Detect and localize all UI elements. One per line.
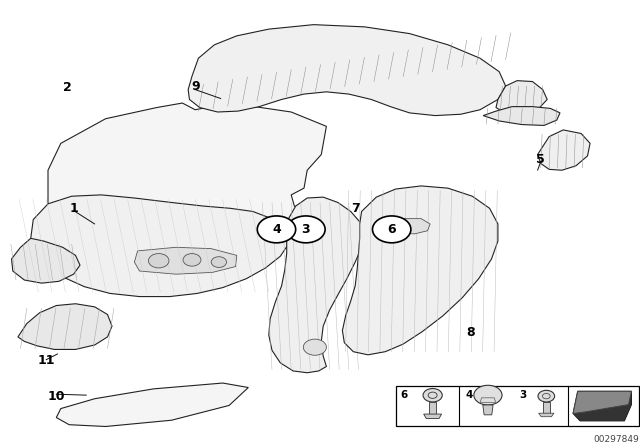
Polygon shape — [496, 81, 547, 116]
Text: 3: 3 — [301, 223, 310, 236]
Text: 5: 5 — [536, 152, 545, 166]
Polygon shape — [48, 103, 326, 244]
Polygon shape — [342, 186, 498, 355]
Polygon shape — [18, 304, 112, 349]
Polygon shape — [134, 247, 237, 274]
Polygon shape — [538, 130, 590, 170]
Text: 3: 3 — [520, 390, 527, 400]
Circle shape — [538, 390, 555, 402]
Text: 6: 6 — [401, 390, 408, 400]
Polygon shape — [573, 391, 632, 421]
Text: 2: 2 — [63, 81, 72, 94]
Text: 00297849: 00297849 — [593, 435, 639, 444]
Circle shape — [474, 385, 502, 405]
Text: 9: 9 — [191, 79, 200, 93]
Circle shape — [287, 216, 325, 243]
Polygon shape — [389, 219, 430, 234]
Circle shape — [372, 216, 411, 243]
Text: 11: 11 — [37, 354, 55, 367]
Polygon shape — [424, 414, 442, 418]
Polygon shape — [269, 197, 364, 373]
Polygon shape — [483, 405, 493, 415]
Circle shape — [211, 257, 227, 267]
Circle shape — [148, 254, 169, 268]
Circle shape — [183, 254, 201, 266]
Polygon shape — [56, 383, 248, 426]
Polygon shape — [12, 238, 80, 283]
Circle shape — [257, 216, 296, 243]
Circle shape — [423, 388, 442, 402]
Polygon shape — [483, 107, 560, 125]
Text: 10: 10 — [47, 389, 65, 403]
Circle shape — [303, 339, 326, 355]
Text: 4: 4 — [465, 390, 472, 400]
Text: 4: 4 — [272, 223, 281, 236]
Text: 8: 8 — [466, 326, 475, 339]
Bar — [396, 386, 639, 426]
Text: 6: 6 — [387, 223, 396, 236]
Polygon shape — [31, 195, 289, 297]
Bar — [543, 402, 550, 413]
Bar — [429, 401, 436, 414]
Text: 7: 7 — [351, 202, 360, 215]
Polygon shape — [573, 391, 632, 414]
Text: 1: 1 — [69, 202, 78, 215]
Polygon shape — [539, 413, 554, 417]
Polygon shape — [188, 25, 506, 116]
